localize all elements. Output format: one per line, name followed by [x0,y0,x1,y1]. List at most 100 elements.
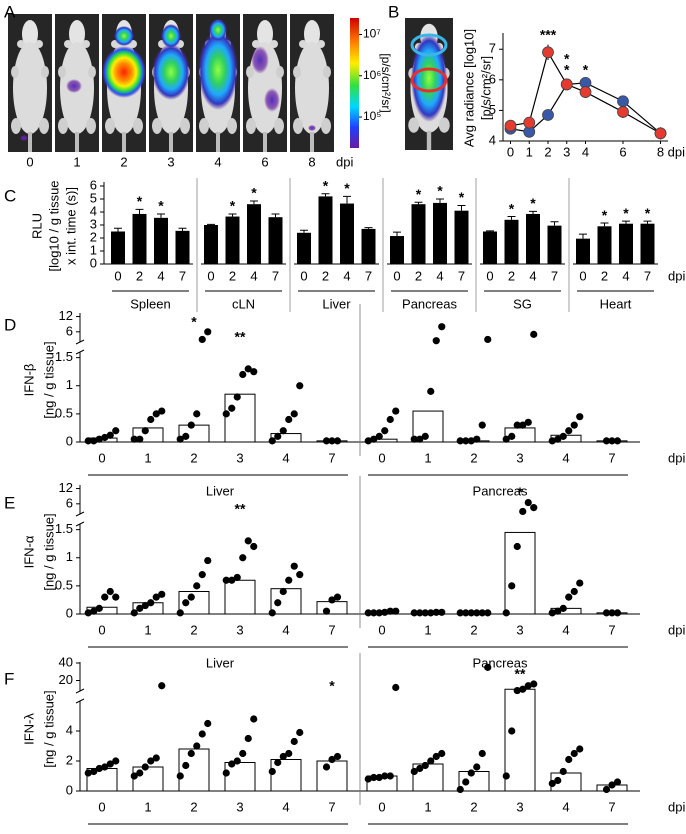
axis-break [75,349,85,355]
data-point [524,418,532,426]
data-point [432,752,440,761]
y-tick-label: 7 [489,41,496,56]
x-tick-label: 3 [236,622,243,637]
bar [504,219,519,264]
data-point [147,599,155,607]
error-bar [643,220,652,224]
data-point [274,758,282,767]
y-tick-label: 5 [90,190,97,205]
data-point [268,767,276,776]
axis-break [75,521,85,527]
data-point [285,576,293,584]
data-point [523,116,536,129]
x-tick-label: 0 [378,799,385,814]
bar [224,579,256,615]
data-point [106,760,114,768]
bar [204,225,218,264]
x-tick-label: 2 [508,268,515,283]
bar [316,760,348,792]
data-point [565,755,573,764]
bar [225,216,240,264]
bar [178,591,210,615]
axis-break [75,339,85,345]
colorbar-tick-label: 10⁷ [363,27,381,41]
data-point [530,504,538,512]
x-tick-label: 0 [98,799,105,814]
data-point [421,432,429,440]
data-point [416,764,424,773]
significance-label: * [623,205,629,221]
group-label: Pancreas [473,483,528,498]
significance-label: * [191,314,197,330]
significance-label: * [230,198,236,214]
data-point [504,119,517,132]
data-point [193,742,201,750]
roi-outline [410,33,448,57]
data-point [244,365,252,373]
y-tick-label: 20 [59,672,73,687]
data-point [484,335,492,344]
y-axis-label: Avg radiance [log10] [461,29,476,147]
bar [526,213,540,264]
x-tick-label: 1 [144,799,151,814]
data-point [456,609,464,617]
group-label: Pancreas [402,296,457,311]
x-tick-label: 0 [378,450,385,465]
data-point [473,435,481,443]
signal [251,46,269,74]
data-point [421,609,429,617]
bar [433,202,447,264]
data-point [570,749,578,758]
data-point [239,370,247,379]
error-bar [364,227,373,229]
data-point [141,763,149,771]
data-point [502,609,510,617]
data-point [579,86,592,98]
data-point [136,435,144,443]
data-point [519,685,527,693]
x-tick-label: 2 [544,144,551,159]
x-tick-label: 7 [328,450,335,465]
y-axis-label: RLU [29,213,44,239]
significance-label: * [509,200,515,216]
y-tick-label: 5 [489,102,496,117]
error-bar [207,223,215,225]
x-tick-label: 4 [622,268,629,283]
x-tick-label: 3 [516,799,523,814]
data-point [467,437,475,445]
y-tick-label: 40 [59,654,73,669]
significance-label: * [583,62,589,78]
data-point [392,683,400,692]
significance-label: *** [540,26,557,42]
data-point [204,328,212,336]
data-point [613,778,622,786]
x-tick-label: 4 [250,268,257,283]
data-point [364,775,372,783]
x-tick-label: 7 [644,268,651,283]
data-point [244,537,252,545]
x-tick-label: 4 [562,450,569,465]
y-tick-label: 4 [66,722,73,737]
x-axis-label: dpi [668,799,685,814]
error-bar [271,213,280,218]
bar [412,763,444,792]
data-point [467,769,475,777]
data-point [432,608,440,616]
data-point [268,609,276,617]
data-point [176,609,184,617]
data-point [375,773,383,782]
data-point [576,413,584,421]
data-point [204,719,212,728]
data-point [112,427,120,435]
y-tick-label: 0 [90,255,97,270]
data-point [542,46,554,59]
error-bar [178,227,187,231]
data-point [570,587,578,596]
data-point [152,754,160,762]
x-tick-label: 0 [579,268,586,283]
data-point [95,604,103,612]
colorbar-tick-label: 10⁵ [363,109,381,123]
data-point [244,734,252,743]
mouse-image [290,14,334,152]
x-tick-label: 3 [516,622,523,637]
